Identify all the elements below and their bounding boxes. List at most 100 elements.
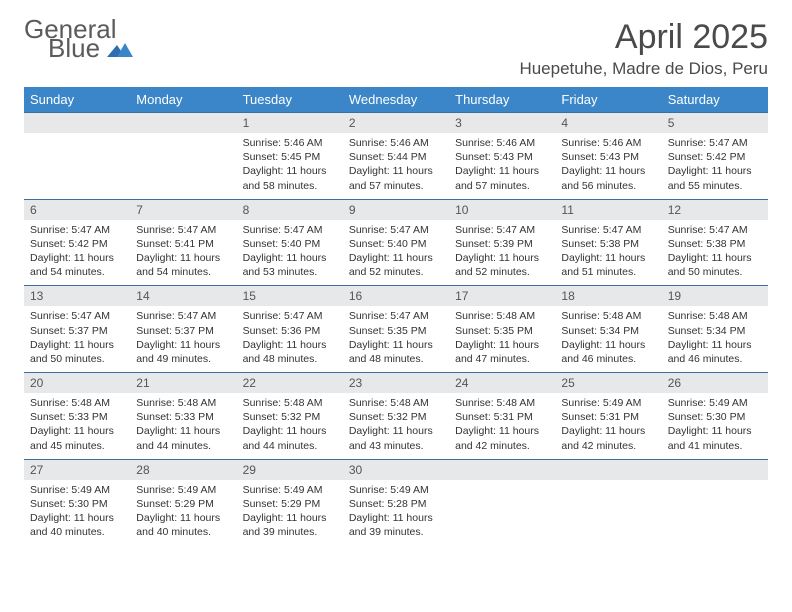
day-details: Sunrise: 5:48 AMSunset: 5:31 PMDaylight:… <box>449 393 555 459</box>
calendar-day-cell: 4Sunrise: 5:46 AMSunset: 5:43 PMDaylight… <box>555 113 661 200</box>
day-details: Sunrise: 5:47 AMSunset: 5:42 PMDaylight:… <box>662 133 768 199</box>
calendar-day-cell: 29Sunrise: 5:49 AMSunset: 5:29 PMDayligh… <box>237 459 343 545</box>
day-details: Sunrise: 5:47 AMSunset: 5:37 PMDaylight:… <box>130 306 236 372</box>
day-number: 1 <box>237 113 343 133</box>
day-details: Sunrise: 5:47 AMSunset: 5:39 PMDaylight:… <box>449 220 555 286</box>
calendar-day-cell: 30Sunrise: 5:49 AMSunset: 5:28 PMDayligh… <box>343 459 449 545</box>
calendar-day-cell: 25Sunrise: 5:49 AMSunset: 5:31 PMDayligh… <box>555 373 661 460</box>
calendar-week-row: 13Sunrise: 5:47 AMSunset: 5:37 PMDayligh… <box>24 286 768 373</box>
day-number: 9 <box>343 200 449 220</box>
day-number: 11 <box>555 200 661 220</box>
day-number: 16 <box>343 286 449 306</box>
weekday-header: Sunday <box>24 87 130 113</box>
day-number: 19 <box>662 286 768 306</box>
day-number: 28 <box>130 460 236 480</box>
day-number: 14 <box>130 286 236 306</box>
day-number <box>449 460 555 480</box>
day-details: Sunrise: 5:47 AMSunset: 5:40 PMDaylight:… <box>343 220 449 286</box>
calendar-day-cell: 28Sunrise: 5:49 AMSunset: 5:29 PMDayligh… <box>130 459 236 545</box>
weekday-header: Thursday <box>449 87 555 113</box>
calendar-day-cell: 11Sunrise: 5:47 AMSunset: 5:38 PMDayligh… <box>555 199 661 286</box>
weekday-header: Friday <box>555 87 661 113</box>
day-number: 12 <box>662 200 768 220</box>
weekday-header: Saturday <box>662 87 768 113</box>
day-details: Sunrise: 5:46 AMSunset: 5:43 PMDaylight:… <box>449 133 555 199</box>
title-area: April 2025 Huepetuhe, Madre de Dios, Per… <box>519 18 768 79</box>
calendar-day-cell: 20Sunrise: 5:48 AMSunset: 5:33 PMDayligh… <box>24 373 130 460</box>
calendar-day-cell: 10Sunrise: 5:47 AMSunset: 5:39 PMDayligh… <box>449 199 555 286</box>
calendar-day-cell: 3Sunrise: 5:46 AMSunset: 5:43 PMDaylight… <box>449 113 555 200</box>
day-number <box>24 113 130 133</box>
calendar-week-row: 6Sunrise: 5:47 AMSunset: 5:42 PMDaylight… <box>24 199 768 286</box>
calendar-day-cell: 18Sunrise: 5:48 AMSunset: 5:34 PMDayligh… <box>555 286 661 373</box>
calendar-day-cell: 19Sunrise: 5:48 AMSunset: 5:34 PMDayligh… <box>662 286 768 373</box>
weekday-header: Monday <box>130 87 236 113</box>
day-details: Sunrise: 5:47 AMSunset: 5:37 PMDaylight:… <box>24 306 130 372</box>
calendar-day-cell: 7Sunrise: 5:47 AMSunset: 5:41 PMDaylight… <box>130 199 236 286</box>
day-number: 26 <box>662 373 768 393</box>
calendar-day-cell: 9Sunrise: 5:47 AMSunset: 5:40 PMDaylight… <box>343 199 449 286</box>
calendar-day-cell: 22Sunrise: 5:48 AMSunset: 5:32 PMDayligh… <box>237 373 343 460</box>
day-details: Sunrise: 5:47 AMSunset: 5:35 PMDaylight:… <box>343 306 449 372</box>
day-number: 2 <box>343 113 449 133</box>
day-details: Sunrise: 5:49 AMSunset: 5:28 PMDaylight:… <box>343 480 449 546</box>
day-details: Sunrise: 5:49 AMSunset: 5:31 PMDaylight:… <box>555 393 661 459</box>
day-number: 18 <box>555 286 661 306</box>
day-details: Sunrise: 5:49 AMSunset: 5:30 PMDaylight:… <box>24 480 130 546</box>
day-number: 20 <box>24 373 130 393</box>
day-details: Sunrise: 5:48 AMSunset: 5:33 PMDaylight:… <box>24 393 130 459</box>
calendar-day-cell: 5Sunrise: 5:47 AMSunset: 5:42 PMDaylight… <box>662 113 768 200</box>
calendar-day-cell: 21Sunrise: 5:48 AMSunset: 5:33 PMDayligh… <box>130 373 236 460</box>
day-number: 10 <box>449 200 555 220</box>
calendar-day-cell: 1Sunrise: 5:46 AMSunset: 5:45 PMDaylight… <box>237 113 343 200</box>
calendar-week-row: 27Sunrise: 5:49 AMSunset: 5:30 PMDayligh… <box>24 459 768 545</box>
day-number: 5 <box>662 113 768 133</box>
logo-word2: Blue <box>48 33 100 63</box>
day-number: 29 <box>237 460 343 480</box>
calendar-day-cell: 13Sunrise: 5:47 AMSunset: 5:37 PMDayligh… <box>24 286 130 373</box>
day-details: Sunrise: 5:47 AMSunset: 5:40 PMDaylight:… <box>237 220 343 286</box>
calendar-header-row: SundayMondayTuesdayWednesdayThursdayFrid… <box>24 87 768 113</box>
calendar-day-cell: 16Sunrise: 5:47 AMSunset: 5:35 PMDayligh… <box>343 286 449 373</box>
day-details: Sunrise: 5:48 AMSunset: 5:33 PMDaylight:… <box>130 393 236 459</box>
calendar-day-cell: 6Sunrise: 5:47 AMSunset: 5:42 PMDaylight… <box>24 199 130 286</box>
day-details: Sunrise: 5:47 AMSunset: 5:42 PMDaylight:… <box>24 220 130 286</box>
day-number: 7 <box>130 200 236 220</box>
day-number: 15 <box>237 286 343 306</box>
calendar-day-cell: 12Sunrise: 5:47 AMSunset: 5:38 PMDayligh… <box>662 199 768 286</box>
day-number <box>555 460 661 480</box>
calendar-day-cell: 8Sunrise: 5:47 AMSunset: 5:40 PMDaylight… <box>237 199 343 286</box>
calendar-empty-cell <box>555 459 661 545</box>
day-number: 17 <box>449 286 555 306</box>
day-number: 8 <box>237 200 343 220</box>
calendar-table: SundayMondayTuesdayWednesdayThursdayFrid… <box>24 87 768 545</box>
day-number: 22 <box>237 373 343 393</box>
day-details: Sunrise: 5:46 AMSunset: 5:45 PMDaylight:… <box>237 133 343 199</box>
day-details: Sunrise: 5:48 AMSunset: 5:34 PMDaylight:… <box>662 306 768 372</box>
day-details: Sunrise: 5:47 AMSunset: 5:38 PMDaylight:… <box>662 220 768 286</box>
day-details: Sunrise: 5:46 AMSunset: 5:44 PMDaylight:… <box>343 133 449 199</box>
day-number <box>662 460 768 480</box>
day-number: 4 <box>555 113 661 133</box>
day-number: 30 <box>343 460 449 480</box>
day-details: Sunrise: 5:48 AMSunset: 5:34 PMDaylight:… <box>555 306 661 372</box>
calendar-empty-cell <box>449 459 555 545</box>
day-number <box>130 113 236 133</box>
day-details: Sunrise: 5:47 AMSunset: 5:36 PMDaylight:… <box>237 306 343 372</box>
day-details: Sunrise: 5:48 AMSunset: 5:35 PMDaylight:… <box>449 306 555 372</box>
calendar-day-cell: 26Sunrise: 5:49 AMSunset: 5:30 PMDayligh… <box>662 373 768 460</box>
day-details: Sunrise: 5:46 AMSunset: 5:43 PMDaylight:… <box>555 133 661 199</box>
day-details: Sunrise: 5:49 AMSunset: 5:29 PMDaylight:… <box>237 480 343 546</box>
calendar-week-row: 20Sunrise: 5:48 AMSunset: 5:33 PMDayligh… <box>24 373 768 460</box>
calendar-empty-cell <box>662 459 768 545</box>
calendar-empty-cell <box>24 113 130 200</box>
calendar-day-cell: 24Sunrise: 5:48 AMSunset: 5:31 PMDayligh… <box>449 373 555 460</box>
logo-text-block: General Blue <box>24 18 133 61</box>
logo-mark-icon <box>107 37 133 60</box>
day-number: 6 <box>24 200 130 220</box>
calendar-day-cell: 23Sunrise: 5:48 AMSunset: 5:32 PMDayligh… <box>343 373 449 460</box>
weekday-header: Wednesday <box>343 87 449 113</box>
day-number: 24 <box>449 373 555 393</box>
header-bar: General Blue April 2025 Huepetuhe, Madre… <box>24 18 768 79</box>
day-number: 27 <box>24 460 130 480</box>
